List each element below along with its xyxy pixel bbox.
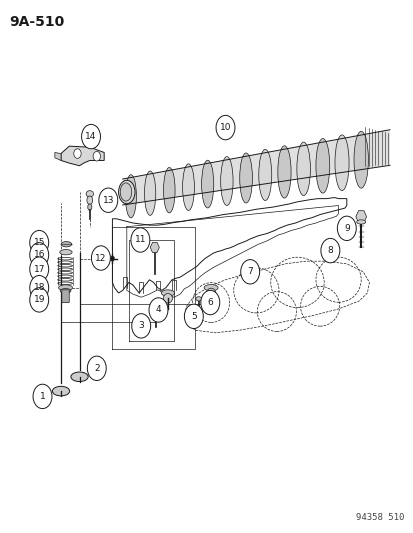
Ellipse shape xyxy=(356,220,365,224)
Circle shape xyxy=(30,230,49,255)
Text: 11: 11 xyxy=(134,236,146,245)
Circle shape xyxy=(74,149,81,158)
Ellipse shape xyxy=(71,372,88,382)
Text: 15: 15 xyxy=(33,238,45,247)
Circle shape xyxy=(30,243,49,267)
Circle shape xyxy=(30,257,49,281)
Circle shape xyxy=(337,216,356,240)
Circle shape xyxy=(91,246,110,270)
Circle shape xyxy=(30,276,49,300)
Ellipse shape xyxy=(60,288,71,293)
Text: 16: 16 xyxy=(33,251,45,260)
Text: 17: 17 xyxy=(33,265,45,273)
Ellipse shape xyxy=(118,180,135,204)
Text: 5: 5 xyxy=(190,312,196,321)
Ellipse shape xyxy=(220,157,233,205)
Ellipse shape xyxy=(120,183,131,201)
Text: 4: 4 xyxy=(155,305,161,314)
Polygon shape xyxy=(55,152,61,160)
Text: 14: 14 xyxy=(85,132,97,141)
Text: 6: 6 xyxy=(207,298,213,307)
Ellipse shape xyxy=(334,135,348,191)
Ellipse shape xyxy=(163,294,172,303)
Ellipse shape xyxy=(61,241,71,247)
Ellipse shape xyxy=(88,204,92,211)
Ellipse shape xyxy=(125,175,136,218)
Circle shape xyxy=(81,124,100,149)
Ellipse shape xyxy=(204,285,218,291)
Ellipse shape xyxy=(52,386,69,396)
Text: 8: 8 xyxy=(327,246,332,255)
Ellipse shape xyxy=(315,139,329,193)
Text: 12: 12 xyxy=(95,254,106,263)
Text: 1: 1 xyxy=(40,392,45,401)
Circle shape xyxy=(240,260,259,284)
Polygon shape xyxy=(61,146,104,166)
FancyBboxPatch shape xyxy=(62,290,69,303)
Text: 7: 7 xyxy=(247,268,252,276)
Circle shape xyxy=(110,256,114,261)
Ellipse shape xyxy=(258,149,271,200)
Circle shape xyxy=(99,188,117,213)
Circle shape xyxy=(131,228,150,252)
Ellipse shape xyxy=(144,171,155,215)
Ellipse shape xyxy=(58,285,72,290)
Ellipse shape xyxy=(201,160,213,208)
Ellipse shape xyxy=(87,196,93,205)
Text: 2: 2 xyxy=(94,364,100,373)
Ellipse shape xyxy=(206,288,215,298)
Ellipse shape xyxy=(163,167,175,213)
Circle shape xyxy=(30,288,49,312)
Ellipse shape xyxy=(277,146,290,198)
Circle shape xyxy=(149,298,168,322)
Ellipse shape xyxy=(161,290,174,296)
Circle shape xyxy=(320,238,339,263)
Ellipse shape xyxy=(59,249,72,255)
Ellipse shape xyxy=(152,305,158,309)
Polygon shape xyxy=(122,130,389,205)
Circle shape xyxy=(33,384,52,409)
Text: 19: 19 xyxy=(33,295,45,304)
Circle shape xyxy=(87,356,106,381)
Ellipse shape xyxy=(195,297,201,301)
Text: 13: 13 xyxy=(102,196,114,205)
Text: 18: 18 xyxy=(33,283,45,292)
Ellipse shape xyxy=(353,131,368,188)
Circle shape xyxy=(131,314,150,338)
Text: 94358 510: 94358 510 xyxy=(355,513,404,522)
Text: 10: 10 xyxy=(219,123,231,132)
Ellipse shape xyxy=(182,164,194,211)
Circle shape xyxy=(200,290,219,315)
Text: 9A-510: 9A-510 xyxy=(9,14,65,29)
Text: 3: 3 xyxy=(138,321,144,330)
Ellipse shape xyxy=(296,142,310,196)
Circle shape xyxy=(93,151,100,161)
Circle shape xyxy=(216,115,235,140)
Circle shape xyxy=(184,304,203,328)
Text: 9: 9 xyxy=(343,224,349,233)
Ellipse shape xyxy=(86,191,93,197)
Ellipse shape xyxy=(239,153,252,203)
